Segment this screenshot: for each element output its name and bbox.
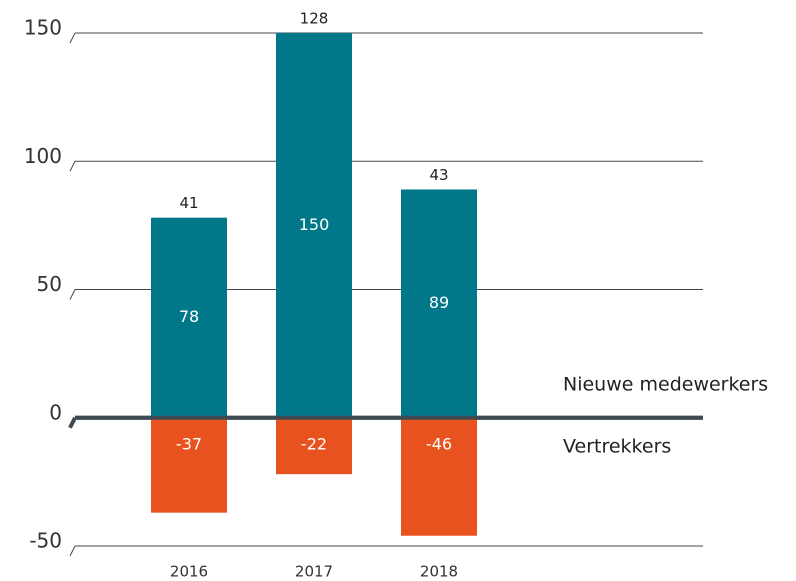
bar-value-label: 89 — [429, 293, 449, 312]
y-tick-label: -50 — [29, 529, 62, 553]
tick-slant — [69, 289, 76, 300]
x-tick-label: 2017 — [295, 563, 333, 581]
tick-slant — [69, 161, 76, 172]
x-tick-label: 2018 — [420, 563, 458, 581]
net-label: 128 — [300, 10, 329, 28]
bar-value-label: 150 — [299, 215, 330, 234]
bar — [401, 189, 477, 418]
legend-label: Nieuwe medewerkers — [563, 374, 768, 396]
bar — [276, 33, 352, 418]
y-tick-label: 50 — [37, 272, 62, 296]
tick-slant — [69, 545, 76, 557]
legend-label: Vertrekkers — [563, 436, 671, 458]
net-label: 43 — [429, 166, 448, 184]
bar-value-label: -37 — [176, 434, 202, 453]
x-tick-label: 2016 — [170, 563, 208, 581]
tick-slant — [69, 32, 76, 44]
bar-value-label: -22 — [301, 434, 327, 453]
tick-slant — [68, 416, 77, 429]
net-label: 41 — [179, 194, 198, 212]
y-tick-label: 150 — [24, 16, 62, 40]
bar — [401, 417, 477, 536]
bar-value-label: 78 — [179, 307, 199, 326]
bar — [276, 417, 352, 475]
y-tick-label: 0 — [49, 400, 62, 424]
y-tick-label: 100 — [24, 144, 62, 168]
bar — [151, 217, 227, 418]
bar-value-label: -46 — [426, 434, 452, 453]
bar — [151, 417, 227, 513]
